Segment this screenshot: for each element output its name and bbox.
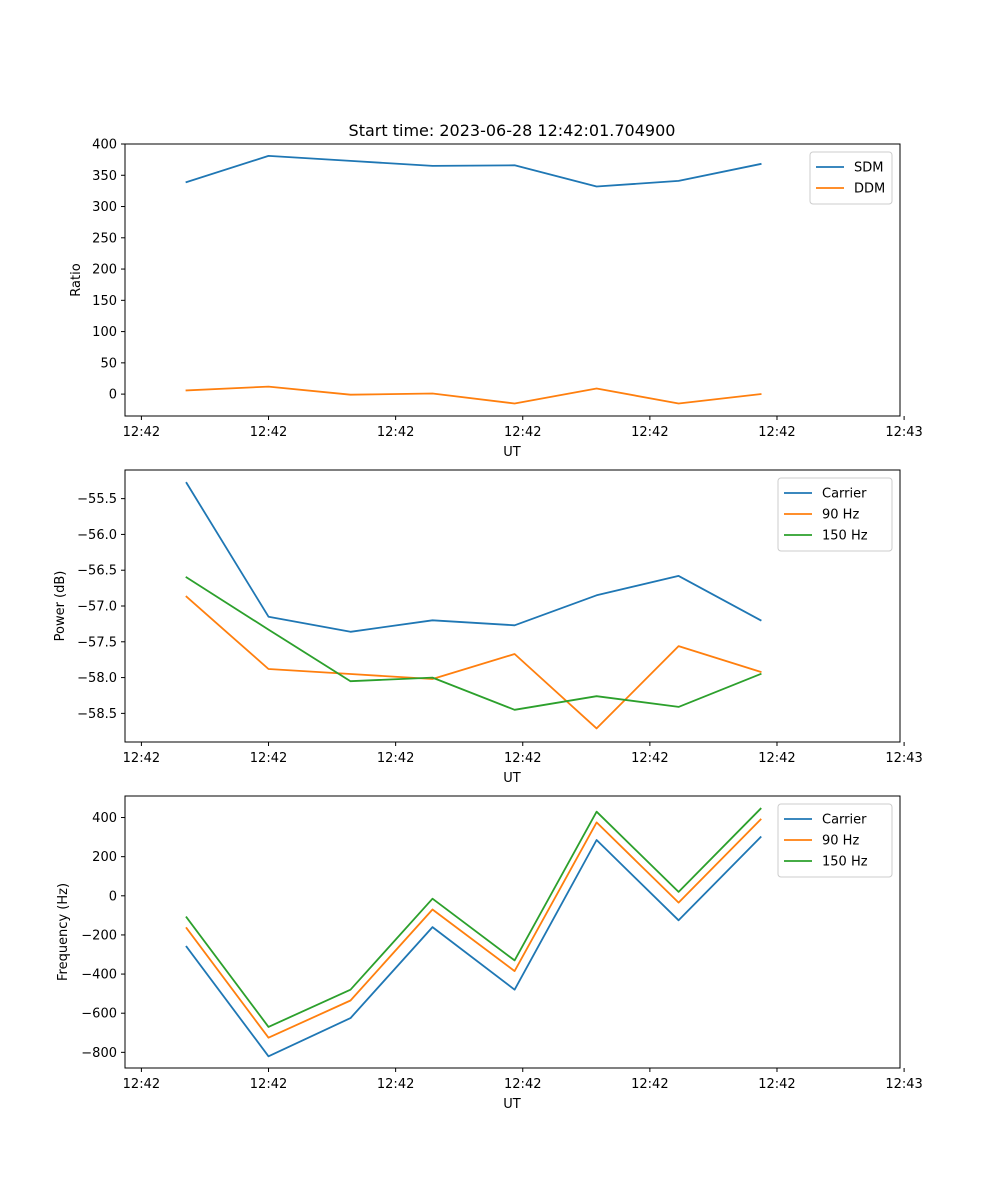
power-y-ticks: −58.5 −58.0 −57.5 −57.0 −56.5 −56.0 −55.5 — [77, 492, 125, 722]
ratio-legend-label-ddm: DDM — [854, 182, 885, 197]
frequency-x-ticks: 12:42 12:42 12:42 12:42 12:42 12:42 12:43 — [123, 1068, 923, 1092]
power-legend-box — [777, 477, 893, 552]
power-y-tick-label: −55.5 — [77, 492, 117, 507]
figure-title: Start time: 2023-06-28 12:42:01.704900 — [349, 121, 676, 140]
frequency-y-tick-label: −200 — [81, 928, 117, 943]
ratio-y-tick-label: 350 — [92, 169, 117, 184]
power-y-tick-label: −58.5 — [77, 707, 117, 722]
power-y-tick-label: −56.0 — [77, 528, 117, 543]
power-legend-label-carrier: Carrier — [822, 487, 867, 502]
frequency-y-tick-label: 200 — [92, 850, 117, 865]
frequency-legend-label-150-hz: 150 Hz — [822, 855, 868, 870]
ratio-y-tick-label: 300 — [92, 200, 117, 215]
frequency-x-tick-label: 12:42 — [123, 1077, 160, 1092]
power-y-tick-label: −58.0 — [77, 671, 117, 686]
frequency-y-tick-label: 400 — [92, 811, 117, 826]
frequency-y-tick-label: −600 — [81, 1007, 117, 1022]
frequency-series-layer — [185, 807, 762, 1058]
ratio-y-tick-label: 400 — [92, 138, 117, 153]
ratio-y-tick-label: 150 — [92, 294, 117, 309]
frequency-legend: Carrier 90 Hz 150 Hz — [777, 803, 893, 878]
frequency-y-tick-label: −400 — [81, 968, 117, 983]
power-y-axis-label: Power (dB) — [53, 571, 68, 642]
power-x-tick-label: 12:42 — [250, 751, 287, 766]
power-x-tick-label: 12:42 — [504, 751, 541, 766]
power-legend: Carrier 90 Hz 150 Hz — [777, 477, 893, 552]
ratio-series-layer — [185, 154, 762, 405]
frequency-x-axis-label: UT — [503, 1097, 521, 1112]
ratio-x-tick-label: 12:42 — [758, 425, 795, 440]
ratio-legend: SDM DDM — [809, 151, 893, 205]
frequency-y-axis-label: Frequency (Hz) — [56, 883, 71, 981]
power-x-tick-label: 12:42 — [758, 751, 795, 766]
power-x-axis-label: UT — [503, 771, 521, 786]
ratio-y-tick-label: 100 — [92, 325, 117, 340]
frequency-x-tick-label: 12:42 — [250, 1077, 287, 1092]
frequency-series-carrier-line — [185, 835, 762, 1058]
ratio-legend-box — [809, 151, 893, 205]
ratio-x-tick-label: 12:43 — [885, 425, 922, 440]
ratio-y-ticks: 0 50 100 150 200 250 300 350 400 — [92, 138, 125, 403]
frequency-legend-label-carrier: Carrier — [822, 813, 867, 828]
frequency-series-150-hz-line — [185, 807, 762, 1028]
frequency-x-tick-label: 12:42 — [504, 1077, 541, 1092]
frequency-y-tick-label: −800 — [81, 1046, 117, 1061]
power-y-tick-label: −57.5 — [77, 635, 117, 650]
frequency-y-ticks: −800 −600 −400 −200 0 200 400 — [81, 811, 125, 1061]
ratio-x-tick-label: 12:42 — [504, 425, 541, 440]
frequency-x-tick-label: 12:42 — [758, 1077, 795, 1092]
ratio-legend-label-sdm: SDM — [854, 161, 883, 176]
power-legend-label-150-hz: 150 Hz — [822, 529, 868, 544]
frequency-series-90-hz-line — [185, 818, 762, 1039]
frequency-x-tick-label: 12:43 — [885, 1077, 922, 1092]
frequency-x-tick-label: 12:42 — [377, 1077, 414, 1092]
ratio-x-tick-label: 12:42 — [377, 425, 414, 440]
ratio-y-tick-label: 250 — [92, 231, 117, 246]
ratio-y-tick-label: 200 — [92, 263, 117, 278]
ratio-series-ddm-line — [185, 385, 762, 405]
ratio-x-axis-label: UT — [503, 445, 521, 460]
power-y-tick-label: −56.5 — [77, 564, 117, 579]
power-x-tick-label: 12:42 — [631, 751, 668, 766]
frequency-legend-box — [777, 803, 893, 878]
ratio-x-ticks: 12:42 12:42 12:42 12:42 12:42 12:42 12:43 — [123, 416, 923, 440]
ratio-x-tick-label: 12:42 — [123, 425, 160, 440]
frequency-axes-frame — [124, 795, 901, 1069]
power-series-layer — [185, 481, 762, 730]
power-x-ticks: 12:42 12:42 12:42 12:42 12:42 12:42 12:43 — [123, 742, 923, 766]
frequency-y-tick-label: 0 — [109, 889, 117, 904]
power-x-tick-label: 12:43 — [885, 751, 922, 766]
power-series-150-hz-line — [185, 576, 762, 711]
ratio-y-tick-label: 0 — [109, 388, 117, 403]
power-series-carrier-line — [185, 481, 762, 633]
power-y-tick-label: −57.0 — [77, 600, 117, 615]
power-series-90-hz-line — [185, 595, 762, 730]
power-x-tick-label: 12:42 — [377, 751, 414, 766]
ratio-x-tick-label: 12:42 — [250, 425, 287, 440]
power-legend-label-90-hz: 90 Hz — [822, 508, 859, 523]
ratio-y-tick-label: 50 — [100, 356, 117, 371]
ratio-y-axis-label: Ratio — [69, 263, 84, 296]
ratio-axes-frame — [124, 143, 901, 417]
ratio-x-tick-label: 12:42 — [631, 425, 668, 440]
power-x-tick-label: 12:42 — [123, 751, 160, 766]
frequency-legend-label-90-hz: 90 Hz — [822, 834, 859, 849]
ratio-series-sdm-line — [185, 154, 762, 188]
power-subplot: −58.5 −58.0 −57.5 −57.0 −56.5 −56.0 −55.5 12:4… — [53, 469, 923, 786]
frequency-x-tick-label: 12:42 — [631, 1077, 668, 1092]
